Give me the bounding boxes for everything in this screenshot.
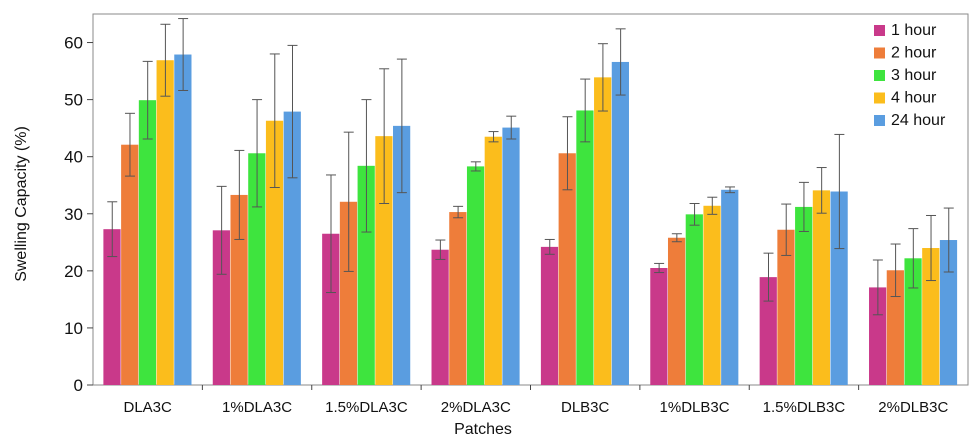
bar <box>248 153 266 385</box>
bar <box>174 54 192 385</box>
bar <box>685 214 703 385</box>
bar <box>886 270 904 385</box>
legend-swatch <box>874 92 885 104</box>
bar <box>830 191 848 385</box>
y-tick-label: 10 <box>64 319 83 338</box>
bar <box>357 165 375 385</box>
y-tick-label: 20 <box>64 262 83 281</box>
bar <box>502 127 520 386</box>
bar <box>431 249 449 385</box>
error-bars <box>107 18 954 316</box>
bar <box>103 229 121 385</box>
x-tick-label: 1%DLA3C <box>222 399 292 416</box>
bar <box>339 201 358 385</box>
bar <box>939 240 958 385</box>
legend-swatch <box>874 70 885 81</box>
y-tick-label: 50 <box>64 91 83 110</box>
x-tick-label: 2%DLA3C <box>441 399 511 416</box>
bar <box>576 110 594 386</box>
legend-label: 24 hour <box>891 112 946 129</box>
y-tick-label: 60 <box>64 34 83 53</box>
bar <box>484 136 502 385</box>
bar <box>121 144 139 385</box>
x-tick-label: DLA3C <box>124 399 173 416</box>
bar <box>393 125 411 386</box>
bar <box>375 136 393 385</box>
legend-label: 3 hour <box>891 67 937 84</box>
bar <box>283 111 301 386</box>
legend-label: 2 hour <box>891 45 937 62</box>
legend-swatch <box>874 115 885 126</box>
bar <box>449 212 467 385</box>
bar <box>212 230 230 385</box>
bars <box>103 54 958 386</box>
bar <box>777 229 795 385</box>
x-tick-label: 1%DLB3C <box>660 399 730 416</box>
bar <box>594 77 612 386</box>
x-tick-label: DLB3C <box>561 399 610 416</box>
legend-swatch <box>874 25 885 36</box>
y-tick-label: 30 <box>64 205 83 224</box>
legend: 1 hour 2 hour 3 hour 4 hour 24 hour <box>874 22 946 129</box>
bar <box>156 60 174 386</box>
legend-label: 4 hour <box>891 90 937 107</box>
bar <box>650 267 668 385</box>
bar <box>721 189 739 385</box>
bar <box>230 194 248 385</box>
bar <box>265 120 284 385</box>
bar <box>759 277 777 385</box>
x-tick-label: 2%DLB3C <box>878 399 948 416</box>
y-tick-label: 40 <box>64 148 83 167</box>
bar <box>703 205 721 385</box>
bar <box>138 100 157 385</box>
bar <box>611 61 629 386</box>
bar <box>922 248 940 385</box>
bar <box>466 166 485 385</box>
y-axis: 0 10 20 30 40 50 60 <box>64 34 93 395</box>
legend-swatch <box>874 47 885 59</box>
x-axis: DLA3C 1%DLA3C 1.5%DLA3C 2%DLA3C DLB3C 1%DLB3C… <box>124 385 948 416</box>
bar <box>558 153 576 385</box>
bar <box>812 190 831 385</box>
bar <box>540 246 559 385</box>
bar <box>322 233 340 385</box>
legend-label: 1 hour <box>891 22 937 39</box>
bar <box>795 206 813 385</box>
y-tick-label: 0 <box>74 376 83 395</box>
x-axis-label: Patches <box>454 421 512 438</box>
x-tick-label: 1.5%DLA3C <box>325 399 408 416</box>
bar <box>667 237 686 385</box>
bar <box>869 287 887 385</box>
y-axis-label: Swelling Capacity (%) <box>13 126 30 282</box>
bar <box>904 258 922 385</box>
x-tick-label: 1.5%DLB3C <box>763 399 846 416</box>
